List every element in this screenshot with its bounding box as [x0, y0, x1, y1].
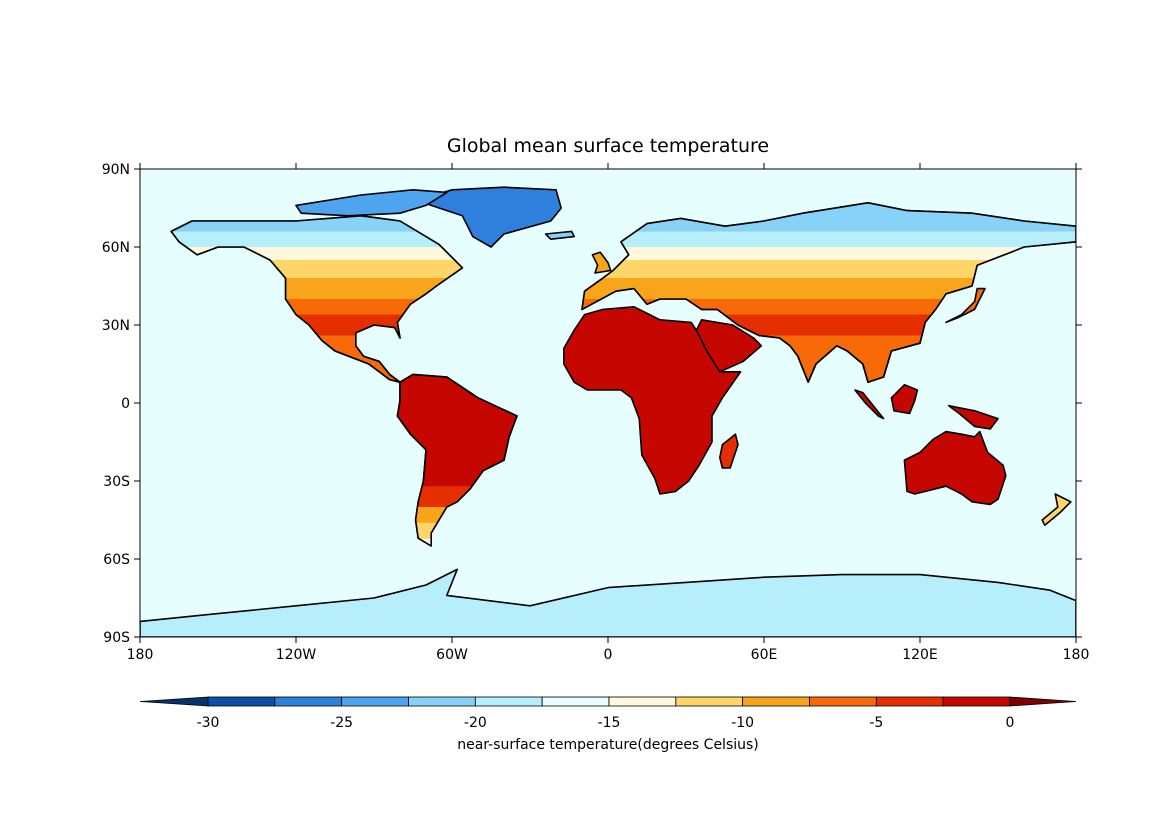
- colorbar-tick-label: -25: [330, 715, 353, 731]
- colorbar-max-arrow: [1009, 696, 1077, 707]
- colorbar-segment: [742, 696, 810, 707]
- lat-tick-label: 90N: [102, 162, 130, 178]
- lon-tick-label: 0: [604, 647, 613, 663]
- latitude-axis: 90N 60N 30N 0 30S 60S 90S: [102, 162, 1082, 646]
- colorbar: -30 -25 -20 -15 -10 -5 0: [139, 696, 1077, 731]
- colorbar-segment: [474, 696, 543, 707]
- map-panel: [139, 168, 1077, 638]
- colorbar-segment: [809, 696, 877, 707]
- lon-tick-label: 60W: [436, 647, 468, 663]
- colorbar-tick-label: -10: [731, 715, 754, 731]
- sumatra: [854, 389, 885, 420]
- colorbar-segment: [942, 696, 1011, 707]
- colorbar-segment: [341, 696, 409, 707]
- south-america-coastline: [396, 373, 518, 547]
- map-title: Global mean surface temperature: [447, 135, 769, 157]
- colorbar-min-arrow: [139, 696, 209, 707]
- lon-tick-label: 180: [1063, 647, 1090, 663]
- colorbar-segment: [541, 696, 610, 707]
- borneo: [890, 383, 919, 415]
- lon-tick-label: 180: [127, 647, 154, 663]
- lat-tick-label: 60N: [102, 240, 130, 256]
- temperature-band: [171, 278, 1076, 299]
- new-guinea: [947, 404, 999, 430]
- new-zealand: [1041, 493, 1072, 527]
- madagascar: [718, 433, 739, 469]
- colorbar-segment: [608, 696, 677, 707]
- lat-tick-label: 30N: [102, 318, 130, 334]
- colorbar-tick-label: 0: [1006, 715, 1015, 731]
- lat-tick-label: 60S: [103, 552, 130, 568]
- greenland: [417, 186, 563, 248]
- arabia: [695, 318, 763, 373]
- japan: [945, 287, 986, 324]
- lat-tick-label: 90S: [103, 630, 130, 646]
- lon-tick-label: 120E: [902, 647, 938, 663]
- colorbar-tick-label: -20: [464, 715, 487, 731]
- colorbar-tick-label: -15: [598, 715, 621, 731]
- colorbar-segment: [207, 696, 276, 707]
- canadian-arctic-islands: [295, 189, 448, 217]
- lat-tick-label: 30S: [103, 474, 130, 490]
- iceland: [544, 230, 576, 240]
- colorbar-segment: [675, 696, 744, 707]
- antarctica: [140, 568, 1076, 637]
- colorbar-tick-label: -5: [869, 715, 883, 731]
- longitude-axis: 180 120W 60W 0 60E 120E 180: [127, 163, 1090, 663]
- africa: [562, 305, 742, 495]
- eurasia-coastline: [581, 202, 1076, 384]
- colorbar-segment: [408, 696, 476, 707]
- australia: [903, 430, 1007, 506]
- north-america-coastline: [170, 215, 464, 384]
- temperature-band: [171, 260, 1076, 279]
- colorbar-segment: [274, 696, 343, 707]
- lon-tick-label: 120W: [276, 647, 317, 663]
- lat-tick-label: 0: [121, 396, 130, 412]
- colorbar-tick-label: -30: [197, 715, 220, 731]
- colorbar-segment: [875, 696, 944, 707]
- great-britain: [591, 251, 612, 274]
- colorbar-label: near-surface temperature(degrees Celsius…: [457, 737, 759, 753]
- lon-tick-label: 60E: [751, 647, 778, 663]
